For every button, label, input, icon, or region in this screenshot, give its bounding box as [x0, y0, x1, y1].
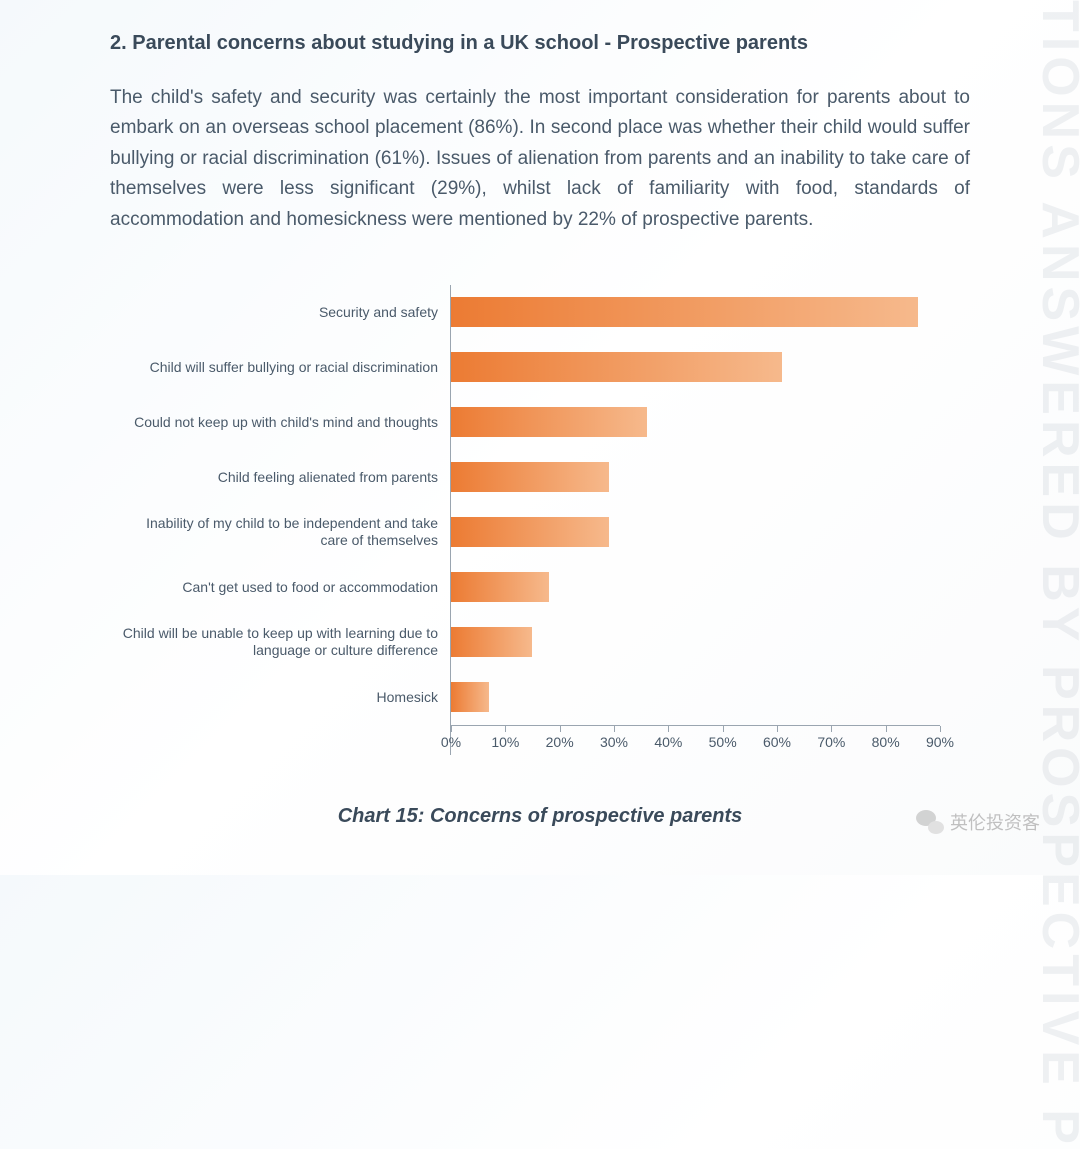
- axis-tick-label: 20%: [546, 734, 574, 750]
- bar: [451, 572, 549, 602]
- wechat-badge: 英伦投资客: [916, 809, 1040, 835]
- chart-row: Child feeling alienated from parents: [120, 450, 940, 505]
- plot-area: [450, 285, 940, 340]
- axis-tick: [831, 726, 832, 732]
- bar-label: Can't get used to food or accommodation: [120, 579, 450, 597]
- axis-area: 0%10%20%30%40%50%60%70%80%90%: [450, 725, 940, 755]
- axis-tick: [668, 726, 669, 732]
- bar-label: Child will be unable to keep up with lea…: [120, 625, 450, 660]
- axis-tick-label: 70%: [817, 734, 845, 750]
- chart-caption: Chart 15: Concerns of prospective parent…: [110, 805, 970, 828]
- bar: [451, 517, 609, 547]
- section-heading: 2. Parental concerns about studying in a…: [110, 32, 970, 55]
- body-paragraph: The child's safety and security was cert…: [110, 83, 970, 235]
- bar-label: Child will suffer bullying or racial dis…: [120, 359, 450, 377]
- bar-chart: Security and safety Child will suffer bul…: [120, 285, 940, 755]
- plot-area: [450, 450, 940, 505]
- bar-label: Inability of my child to be independent …: [120, 515, 450, 550]
- chart-row: Could not keep up with child's mind and …: [120, 395, 940, 450]
- bar-label: Child feeling alienated from parents: [120, 469, 450, 487]
- axis-tick-label: 0%: [441, 734, 461, 750]
- plot-area: [450, 560, 940, 615]
- plot-area: [450, 505, 940, 560]
- bar-label: Homesick: [120, 689, 450, 707]
- axis-tick: [886, 726, 887, 732]
- axis-tick-label: 80%: [872, 734, 900, 750]
- chart-row: Inability of my child to be independent …: [120, 505, 940, 560]
- x-axis: 0%10%20%30%40%50%60%70%80%90%: [120, 725, 940, 755]
- axis-tick-label: 90%: [926, 734, 954, 750]
- chart-row: Security and safety: [120, 285, 940, 340]
- bar: [451, 627, 532, 657]
- bar: [451, 352, 782, 382]
- plot-area: [450, 615, 940, 670]
- wechat-account-name: 英伦投资客: [950, 809, 1040, 835]
- bar: [451, 462, 609, 492]
- axis-tick: [505, 726, 506, 732]
- plot-area: [450, 670, 940, 725]
- plot-area: [450, 340, 940, 395]
- axis-tick: [723, 726, 724, 732]
- axis-tick: [451, 726, 452, 732]
- bar-label: Security and safety: [120, 304, 450, 322]
- wechat-icon: [916, 810, 944, 834]
- axis-tick: [777, 726, 778, 732]
- axis-tick-label: 40%: [654, 734, 682, 750]
- bar: [451, 297, 918, 327]
- content-region: 2. Parental concerns about studying in a…: [0, 0, 1080, 828]
- axis-tick: [940, 726, 941, 732]
- axis-tick-label: 60%: [763, 734, 791, 750]
- axis-tick-label: 50%: [709, 734, 737, 750]
- chart-row: Can't get used to food or accommodation: [120, 560, 940, 615]
- axis-tick: [560, 726, 561, 732]
- axis-tick: [614, 726, 615, 732]
- chart-row: Child will suffer bullying or racial dis…: [120, 340, 940, 395]
- bar-label: Could not keep up with child's mind and …: [120, 414, 450, 432]
- axis-tick-label: 30%: [600, 734, 628, 750]
- axis-tick-label: 10%: [491, 734, 519, 750]
- chart-row: Homesick: [120, 670, 940, 725]
- bar: [451, 682, 489, 712]
- plot-area: [450, 395, 940, 450]
- chart-row: Child will be unable to keep up with lea…: [120, 615, 940, 670]
- bar: [451, 407, 647, 437]
